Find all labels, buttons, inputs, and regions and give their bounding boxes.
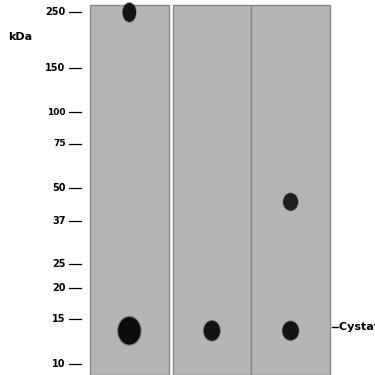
Text: Cystatin C: Cystatin C — [339, 322, 375, 332]
Text: 150: 150 — [45, 63, 66, 73]
Text: 15: 15 — [52, 314, 66, 324]
Ellipse shape — [123, 3, 136, 22]
Ellipse shape — [282, 321, 299, 340]
Text: 10: 10 — [52, 358, 66, 369]
Text: 37: 37 — [52, 216, 66, 226]
Text: 75: 75 — [53, 139, 66, 148]
Ellipse shape — [283, 193, 298, 211]
Text: 100: 100 — [47, 108, 66, 117]
Text: kDa: kDa — [9, 32, 33, 42]
Ellipse shape — [117, 316, 142, 346]
Text: 250: 250 — [45, 8, 66, 17]
Bar — [251, 5, 330, 375]
Ellipse shape — [282, 320, 300, 341]
Bar — [172, 5, 251, 375]
Text: 50: 50 — [52, 183, 66, 193]
Text: 20: 20 — [52, 283, 66, 293]
Ellipse shape — [282, 192, 299, 211]
Bar — [90, 5, 169, 375]
Text: 25: 25 — [52, 258, 66, 268]
Ellipse shape — [122, 2, 137, 23]
Ellipse shape — [118, 317, 141, 345]
Ellipse shape — [204, 321, 220, 341]
Ellipse shape — [203, 320, 221, 342]
